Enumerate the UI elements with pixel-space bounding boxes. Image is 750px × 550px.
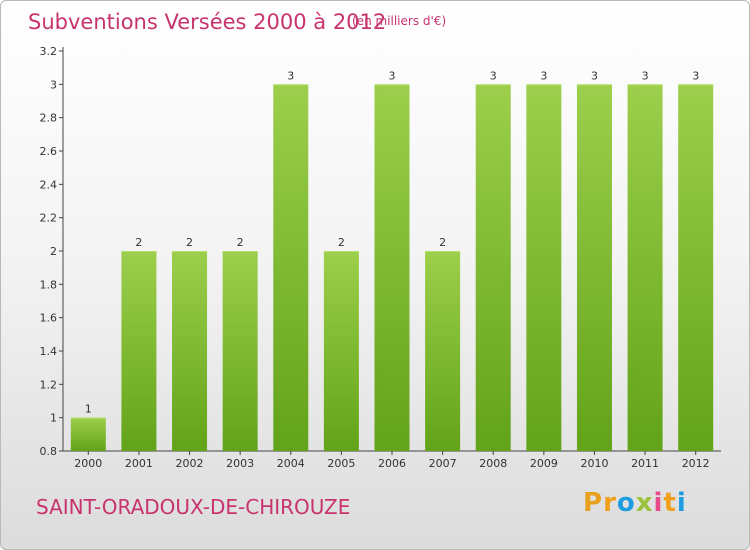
data-label: 2	[135, 236, 142, 249]
bar	[475, 84, 511, 451]
axes: 0.8 1 1.2 1.4 1.6 1.8 2 2.2 2.4 2.6 2.8 3 3.2 2000 200…	[40, 45, 721, 470]
logo-letter: i	[676, 488, 687, 518]
x-tick-label: 2000	[74, 457, 102, 470]
x-tick-label: 2006	[378, 457, 406, 470]
y-tick-label: 0.8	[40, 445, 58, 458]
data-label: 2	[439, 236, 446, 249]
bar	[374, 84, 410, 451]
data-label: 3	[540, 69, 547, 82]
logo-letter: P	[583, 488, 604, 518]
data-label: 2	[237, 236, 244, 249]
x-tick-label: 2002	[176, 457, 204, 470]
y-tick-label: 2.6	[40, 145, 58, 158]
x-tick-label: 2008	[479, 457, 507, 470]
bar	[627, 84, 663, 451]
x-tick-label: 2007	[429, 457, 457, 470]
x-tick-label: 2003	[226, 457, 254, 470]
x-tick-label: 2004	[277, 457, 305, 470]
bar	[526, 84, 562, 451]
data-label: 2	[338, 236, 345, 249]
x-tick-label: 2001	[125, 457, 153, 470]
y-tick-label: 2.8	[40, 112, 58, 125]
chart-title: Subventions Versées 2000 à 2012	[28, 10, 387, 34]
data-label: 2	[186, 236, 193, 249]
data-label: 3	[389, 69, 396, 82]
commune-name: SAINT-ORADOUX-DE-CHIROUZE	[36, 495, 351, 519]
y-tick-label: 2	[50, 245, 57, 258]
data-label: 3	[287, 69, 294, 82]
x-tick-label: 2012	[682, 457, 710, 470]
bar	[121, 251, 157, 451]
y-tick-label: 2.2	[40, 212, 58, 225]
y-tick-label: 1.6	[40, 312, 58, 325]
unit-label: (en milliers d'€)	[352, 14, 447, 28]
x-tick-label: 2005	[327, 457, 355, 470]
bar	[323, 251, 359, 451]
y-tick-label: 3	[50, 78, 57, 91]
data-label: 3	[692, 69, 699, 82]
x-tick-label: 2011	[631, 457, 659, 470]
bar	[273, 84, 309, 451]
x-tick-label: 2010	[580, 457, 608, 470]
logo-letter: o	[616, 488, 636, 518]
x-tick-label: 2009	[530, 457, 558, 470]
bar	[172, 251, 208, 451]
logo-letter: i	[653, 488, 664, 518]
bar	[70, 417, 106, 451]
proxiti-logo: Proxiti	[583, 488, 687, 518]
logo-letter: r	[603, 488, 617, 518]
y-tick-label: 1	[50, 412, 57, 425]
logo-letter: t	[663, 488, 677, 518]
bar	[222, 251, 258, 451]
logo-letter: x	[635, 488, 654, 518]
y-tick-label: 1.2	[40, 378, 58, 391]
bars: 1 2 2 2 3 2 3 2 3 3 3 3 3	[70, 69, 714, 451]
data-label: 1	[85, 403, 92, 416]
y-tick-label: 3.2	[40, 45, 58, 58]
data-label: 3	[490, 69, 497, 82]
bar	[576, 84, 612, 451]
y-tick-label: 1.8	[40, 278, 58, 291]
y-tick-label: 2.4	[40, 178, 58, 191]
y-tick-label: 1.4	[40, 345, 58, 358]
bar	[678, 84, 714, 451]
data-label: 3	[642, 69, 649, 82]
bar	[425, 251, 461, 451]
data-label: 3	[591, 69, 598, 82]
